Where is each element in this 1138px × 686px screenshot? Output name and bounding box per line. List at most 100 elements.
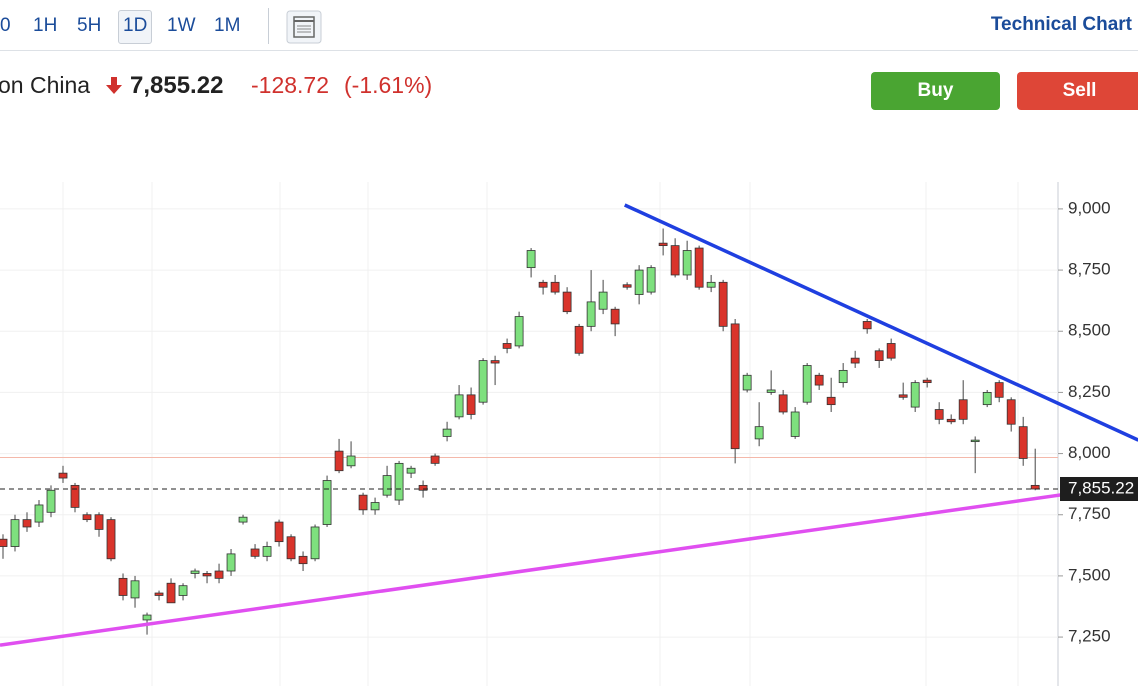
candle-body [214,570,224,579]
candle-body [346,455,356,467]
candle-body [10,519,20,547]
change: -128.72 [251,72,330,98]
candle-body [766,389,776,393]
sell-button[interactable]: Sell [1017,72,1138,110]
candle-body [430,455,440,464]
candle-body [982,392,992,406]
candle-body [706,281,716,288]
candle-body [838,369,848,384]
last-price-label: 7,855.22 [1068,478,1134,497]
candle-body [586,301,596,327]
interval[interactable]: 1H [33,15,58,36]
interval-selected[interactable]: 1D [118,10,153,44]
y-tick-label: 7,250 [1068,627,1111,646]
candle-body [514,316,524,347]
change-pct: (-1.61%) [344,72,433,98]
y-tick-label: 8,000 [1068,443,1111,462]
candle-body [778,394,788,413]
candle-body [922,379,932,384]
candle-body [190,570,200,574]
candle-body [358,494,368,511]
candle-body [178,585,188,596]
candle-body [874,350,884,362]
candle-body [994,382,1004,398]
candle-body [478,360,488,403]
candle-body [322,480,332,525]
candle-body [262,546,272,557]
candle-body [670,245,680,276]
layout-icon[interactable] [286,10,322,44]
technical-chart-link[interactable]: Technical Chart [990,14,1132,35]
candle-body [250,548,260,557]
candle-body [310,526,320,560]
down-arrow [106,77,122,94]
candle-body [622,284,632,288]
candle-body [910,382,920,408]
candle-body [1030,484,1040,490]
candle-body [814,374,824,386]
candle-body [118,577,128,596]
trendline [623,203,1138,442]
candle-body [790,411,800,437]
candle-body [418,484,428,491]
candle-body [574,325,584,354]
candle-body [898,394,908,398]
candle-body [394,462,404,501]
candle-body [466,394,476,415]
candle-body [22,519,32,528]
candle-body [802,365,812,403]
candle-body [202,573,212,577]
candle-body [550,281,560,293]
candle-body [70,484,80,508]
candle-body [58,472,68,479]
candle-body [46,489,56,513]
candle-body [82,514,92,521]
y-tick-label: 8,500 [1068,321,1111,340]
candle-body [742,374,752,391]
candle-body [370,502,380,511]
candle-body [1006,399,1016,425]
candle-body [646,267,656,293]
candle-body [694,247,704,288]
candle-body [502,343,512,349]
candle-body [286,536,296,560]
candle-body [490,360,500,364]
interval[interactable]: 1W [167,15,196,36]
candle-body [826,396,836,406]
y-tick-label: 8,750 [1068,260,1111,279]
candle-body [238,516,248,523]
candle-body [226,553,236,572]
divider [268,8,269,44]
candle-body [862,321,872,330]
buy-button[interactable]: Buy [871,72,1000,110]
candle-body [562,291,572,313]
candle-body [142,614,152,621]
candle-body [754,426,764,440]
last-price-box [1060,476,1138,501]
candle-body [106,519,116,560]
candle-body [682,250,692,276]
candle-body [298,555,308,565]
interval[interactable]: 5H [77,15,102,36]
candle-body [946,418,956,423]
candle-body [934,409,944,420]
instrument-name: on China [0,72,91,98]
candle-body [154,592,164,596]
candle-body [130,580,140,599]
candle-body [610,308,620,325]
interval[interactable]: 0 [0,15,11,36]
candle-body [730,323,740,450]
candle-body [958,399,968,420]
toolbar: 0 1H 5H 1D 1W 1M Technical Chart [0,0,1138,51]
candle-body [0,538,8,547]
candle-body [850,357,860,364]
candle-body [634,269,644,295]
y-tick-label: 9,000 [1068,198,1111,217]
candle-body [886,343,896,359]
y-tick-label: 7,750 [1068,504,1111,523]
candle-body [538,281,548,288]
interval[interactable]: 1M [214,15,241,36]
candle-body [274,521,284,543]
